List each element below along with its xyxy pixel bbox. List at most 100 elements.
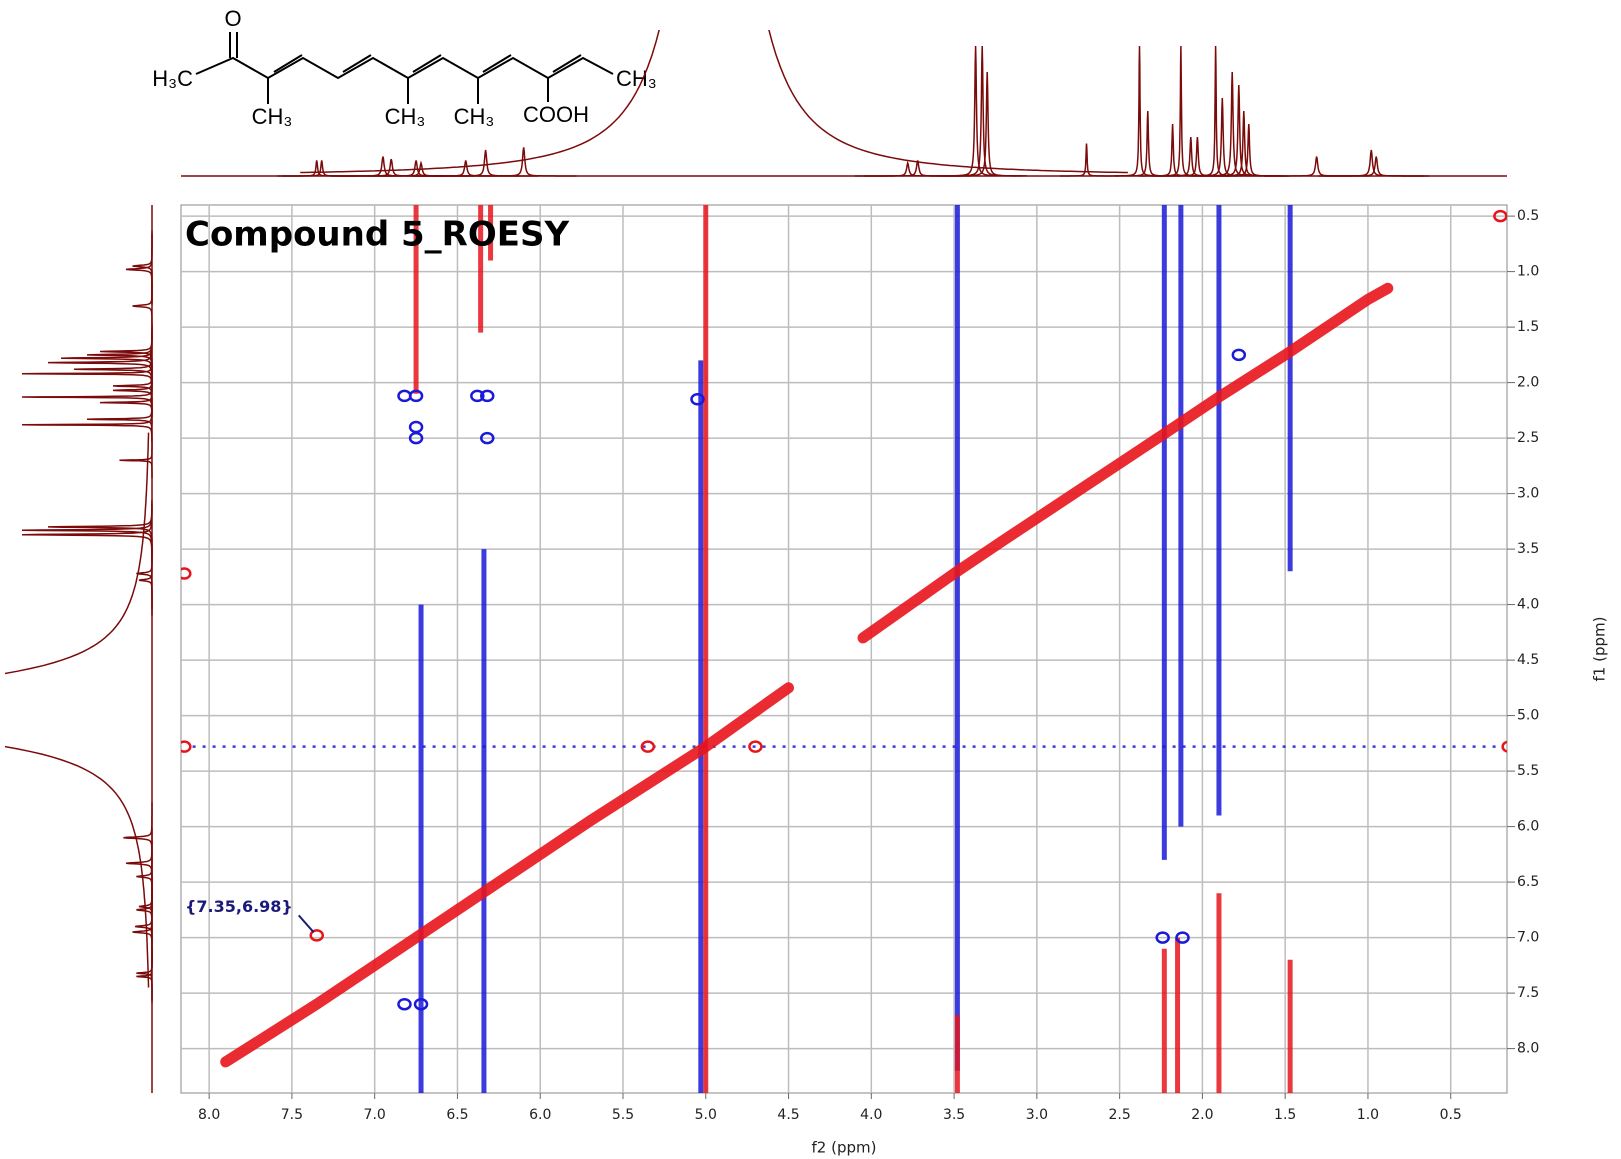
cross-peak xyxy=(1493,209,1507,223)
cross-peak xyxy=(181,567,192,580)
y-tick-label: 5.0 xyxy=(1517,708,1539,724)
cross-peak xyxy=(309,929,324,942)
x-tick-label: 5.0 xyxy=(695,1107,717,1123)
cross-peak xyxy=(748,740,763,753)
projection-peak xyxy=(947,71,1027,177)
projection-peak xyxy=(136,946,153,1000)
atom-label: CH₃ xyxy=(616,66,657,91)
y-tick-label: 3.5 xyxy=(1517,541,1539,557)
projection-peak xyxy=(21,508,153,562)
projection-peak xyxy=(136,538,153,609)
x-tick-label: 5.5 xyxy=(612,1107,634,1123)
y-tick-label: 1.5 xyxy=(1517,319,1539,335)
y-tick-label: 4.5 xyxy=(1517,652,1539,668)
x-tick-label: 7.5 xyxy=(281,1107,303,1123)
cross-peak xyxy=(413,997,429,1011)
x-tick-label: 8.0 xyxy=(198,1107,220,1123)
projection-peak xyxy=(935,45,1016,177)
projection-peak xyxy=(470,147,577,177)
x-tick-label: 3.5 xyxy=(943,1107,965,1123)
chart-title: Compound 5_ROESY xyxy=(185,215,569,255)
projection-peak xyxy=(942,45,1022,177)
y-tick-label: 5.5 xyxy=(1517,763,1539,779)
projection-peak xyxy=(1113,45,1166,177)
projection-peak xyxy=(47,500,153,554)
projection-peak xyxy=(1192,71,1272,177)
cross-peak xyxy=(480,389,495,403)
projection-peak xyxy=(1263,156,1370,177)
grid xyxy=(181,205,1507,1093)
x-tick-label: 6.5 xyxy=(446,1107,468,1123)
cross-peak xyxy=(408,431,424,445)
atom-label: CH₃ xyxy=(454,104,495,129)
projection-peak xyxy=(125,233,153,305)
projection-peak xyxy=(282,160,362,177)
cross-peak xyxy=(181,740,192,753)
projection-peak xyxy=(123,802,153,874)
projection-peak xyxy=(338,158,445,177)
atom-label: O xyxy=(224,6,241,31)
structure xyxy=(195,32,614,104)
y-tick-label: 8.0 xyxy=(1517,1041,1539,1057)
y-axis-label: f1 (ppm) xyxy=(1591,617,1609,682)
x-tick-label: 1.0 xyxy=(1357,1107,1379,1123)
atom-label: H₃C xyxy=(152,66,193,91)
annotation-arrow xyxy=(297,914,315,934)
projection-peak xyxy=(277,160,357,177)
atom-label: CH₃ xyxy=(385,104,426,129)
x-tick-label: 1.5 xyxy=(1274,1107,1296,1123)
projection-peak xyxy=(864,160,971,177)
projection-peak xyxy=(300,30,1128,174)
cross-peak xyxy=(1501,740,1507,753)
cross-peak xyxy=(640,740,656,753)
projection-peak xyxy=(136,949,153,1004)
cross-peak xyxy=(1175,931,1190,944)
x-tick-label: 3.0 xyxy=(1026,1107,1048,1123)
annotation: {7.35,6.98} xyxy=(185,897,293,916)
y-tick-label: 7.0 xyxy=(1517,930,1539,946)
projection-peak xyxy=(21,407,153,443)
atom-label: CH₃ xyxy=(252,104,293,129)
projection-peak xyxy=(132,230,153,302)
x-tick-label: 2.0 xyxy=(1191,1107,1213,1123)
projection-peak xyxy=(21,503,153,557)
projection-peak xyxy=(132,270,153,342)
y-tick-label: 7.5 xyxy=(1517,985,1539,1001)
y-tick-label: 6.0 xyxy=(1517,819,1539,835)
projection-peak xyxy=(432,149,539,177)
x-tick-label: 4.0 xyxy=(860,1107,882,1123)
y-tick-label: 1.0 xyxy=(1517,264,1539,280)
projection-peak xyxy=(1060,143,1113,177)
cross-peak xyxy=(690,393,705,406)
y-tick-label: 2.5 xyxy=(1517,430,1539,446)
cross-peak xyxy=(470,389,485,403)
x-tick-label: 0.5 xyxy=(1440,1107,1462,1123)
plot-area xyxy=(181,205,1507,1093)
cross-peak xyxy=(1231,348,1247,362)
projection-peak xyxy=(5,432,150,988)
cross-peak xyxy=(408,389,424,403)
f2-projection xyxy=(181,30,1507,177)
projection-peak xyxy=(125,827,153,899)
projection-peak xyxy=(1318,149,1425,177)
projection-peak xyxy=(1323,156,1430,177)
projection-peak xyxy=(47,336,153,390)
axes: 8.0 7.5 7.0 6.5 6.0 5.5 5.0 4.5 4.0 3.5 3.0 2.5 2.0 1… xyxy=(185,208,1539,1123)
y-tick-label: 2.0 xyxy=(1517,375,1539,391)
x-tick-label: 4.5 xyxy=(777,1107,799,1123)
cross-peak xyxy=(1155,931,1170,944)
f1-projection xyxy=(5,205,153,1093)
projection-peak xyxy=(119,442,153,479)
x-tick-label: 6.0 xyxy=(529,1107,551,1123)
cross-peak xyxy=(397,997,412,1011)
y-tick-label: 3.0 xyxy=(1517,486,1539,502)
x-tick-label: 7.0 xyxy=(364,1107,386,1123)
y-tick-label: 4.0 xyxy=(1517,597,1539,613)
cross-peak xyxy=(480,431,495,445)
projection-peak xyxy=(134,891,153,962)
projection-peak xyxy=(1154,45,1208,177)
projection-peak xyxy=(60,331,153,385)
projection-peak xyxy=(1199,84,1279,177)
y-tick-label: 6.5 xyxy=(1517,874,1539,890)
diagonal xyxy=(220,282,1394,1068)
